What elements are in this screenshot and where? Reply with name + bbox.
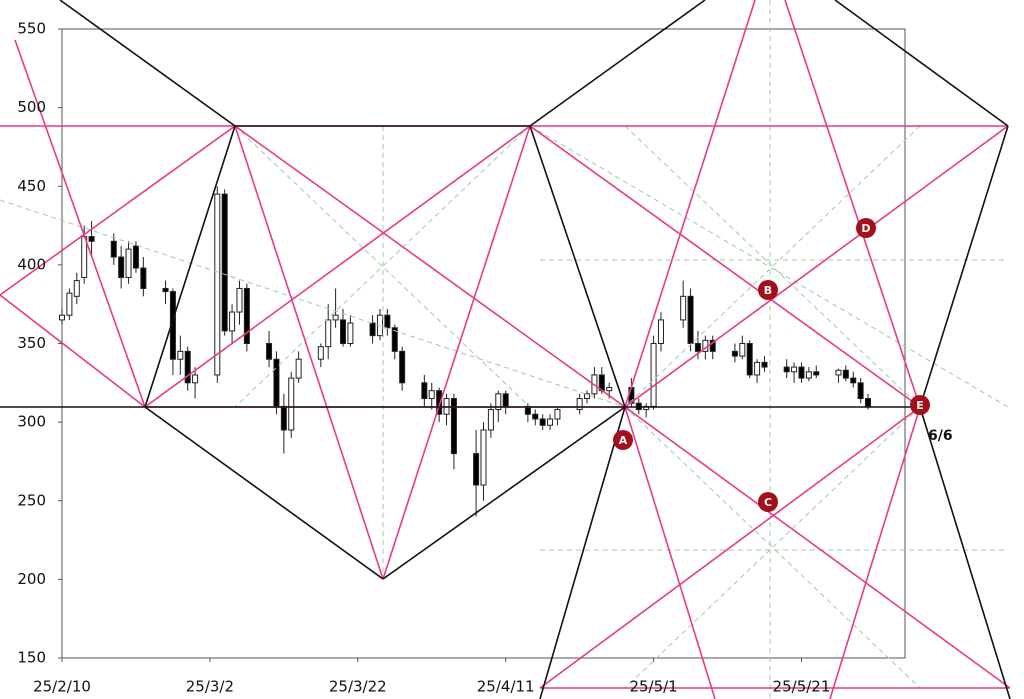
marker-label: A — [619, 434, 628, 447]
candle-body — [273, 358, 280, 407]
candle-body — [132, 245, 139, 269]
x-tick-label: 25/5/21 — [773, 678, 831, 696]
candle-body — [177, 350, 184, 360]
candle-body — [340, 319, 346, 345]
candle-body — [746, 343, 753, 376]
candle-body — [650, 343, 657, 407]
y-tick-label: 350 — [17, 334, 46, 352]
y-tick-label: 550 — [17, 20, 46, 38]
candle-body — [576, 398, 583, 411]
candle-body — [680, 295, 687, 321]
candle-body — [229, 311, 236, 332]
candle-body — [317, 346, 324, 360]
candle-body — [59, 314, 65, 321]
candle-body — [857, 382, 864, 400]
candle-body — [502, 393, 509, 407]
candle-body — [754, 361, 761, 376]
candle-body — [125, 248, 132, 278]
candle-body — [421, 382, 428, 400]
candle-body — [428, 390, 435, 400]
candle-body — [687, 295, 694, 345]
candle-body — [214, 193, 221, 376]
candle-body — [842, 369, 849, 379]
candle-body — [480, 429, 487, 486]
candle-body — [783, 366, 790, 373]
marker-label: B — [764, 284, 772, 297]
candle-body — [850, 377, 857, 384]
candle-body — [140, 267, 147, 289]
candle-body — [554, 409, 561, 420]
marker-label: E — [916, 399, 924, 412]
candle-body — [495, 393, 502, 411]
candle-body — [391, 327, 398, 352]
candle-body — [88, 236, 95, 242]
note: 6/6 — [928, 428, 953, 444]
candle-body — [436, 390, 443, 415]
candle-body — [384, 314, 391, 329]
candle-body — [295, 358, 302, 379]
candle-body — [184, 350, 191, 384]
candle-body — [221, 193, 228, 332]
y-tick-label: 450 — [17, 177, 46, 195]
candle-body — [865, 398, 872, 407]
candle-body — [798, 366, 805, 379]
y-tick-label: 300 — [17, 413, 46, 431]
candle-body — [332, 314, 339, 321]
candle-body — [731, 350, 738, 357]
x-tick-label: 25/4/11 — [477, 678, 535, 696]
candle-body — [547, 418, 554, 426]
marker-label: D — [861, 222, 870, 235]
candle-body — [369, 322, 376, 337]
candle-body — [73, 280, 80, 297]
candle-body — [288, 377, 295, 431]
candle-body — [539, 418, 546, 426]
x-tick-label: 25/3/22 — [329, 678, 387, 696]
candles — [59, 186, 872, 517]
candle-body — [709, 339, 716, 352]
candle-body — [606, 387, 613, 392]
candle-body — [791, 366, 798, 373]
candle-body — [532, 413, 539, 420]
candle-body — [399, 350, 406, 384]
candle-body — [280, 405, 287, 431]
candle-body — [584, 393, 591, 400]
candle-body — [487, 409, 494, 431]
candle-body — [66, 292, 73, 316]
x-tick-label: 25/2/10 — [33, 678, 91, 696]
x-tick-label: 25/3/2 — [186, 678, 234, 696]
candle-body — [266, 343, 273, 360]
candle-body — [694, 343, 701, 352]
y-tick-label: 400 — [17, 255, 46, 273]
candle-body — [236, 287, 243, 313]
y-tick-label: 200 — [17, 570, 46, 588]
candle-body — [739, 343, 746, 357]
y-tick-label: 500 — [17, 98, 46, 116]
candle-body — [450, 398, 457, 455]
plot-frame — [61, 28, 906, 659]
candle-body — [192, 374, 199, 384]
candle-body — [81, 236, 88, 278]
candle-body — [110, 240, 117, 258]
candle-body — [118, 256, 125, 278]
candle-body — [162, 287, 169, 293]
x-tick-label: 25/5/1 — [629, 678, 677, 696]
marker-label: C — [764, 496, 772, 509]
markers: A B C D E — [613, 218, 930, 512]
candle-body — [473, 453, 480, 486]
y-tick-label: 250 — [17, 491, 46, 509]
candle-body — [835, 369, 842, 376]
candle-body — [347, 322, 354, 344]
candle-body — [813, 371, 820, 376]
y-tick-label: 150 — [17, 649, 46, 667]
candle-body — [657, 319, 664, 345]
candle-body — [761, 361, 768, 368]
candle-body — [805, 371, 812, 379]
candle-body — [325, 319, 332, 348]
candle-body — [243, 287, 250, 344]
